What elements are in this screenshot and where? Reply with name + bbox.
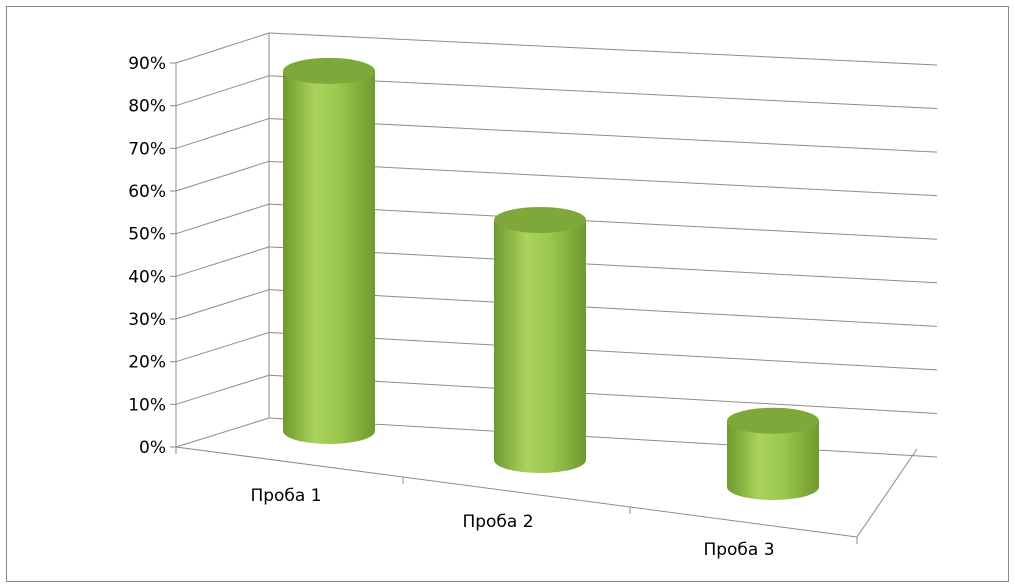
y-tick-label: 70% [128,139,166,159]
tick-layer: 0% 10% 20% 30% 40% 50% 60% 70% 80% 90% [128,54,166,458]
chart-frame: 0% 10% 20% 30% 40% 50% 60% 70% 80% 90% Проба 1 Про… [6,6,1009,582]
y-tick-label: 0% [139,438,166,458]
axis-layer [170,33,918,544]
gridline-back [268,374,938,414]
bar-body [727,420,819,500]
bar-2 [494,206,586,473]
y-tick-label: 40% [128,267,166,287]
floor-right-edge [856,448,918,538]
x-category-label: Проба 2 [462,512,533,532]
gridline-side [175,246,270,277]
chart-svg: 0%10%20%30%40%50%60%70%80%90% Проба 1Про… [128,32,938,560]
y-tick-label: 80% [128,97,166,117]
y-tick-label: 20% [128,353,166,373]
gridline-side [175,118,270,149]
gridline-side [175,203,270,235]
x-axis-front [175,446,858,538]
bar-body [494,219,586,473]
gridline-back [268,160,938,197]
bar-3 [727,407,819,500]
gridline-side [175,160,270,192]
gridline-back [268,118,938,153]
y-tick-label: 90% [128,54,166,74]
cat-layer: Проба 1 Проба 2 Проба 3 [250,486,774,560]
gridline-side [175,331,270,363]
y-tick-label: 30% [128,310,166,330]
bar-1 [283,57,375,444]
y-tick-label: 50% [128,225,166,245]
y-tick-label: 10% [128,395,166,415]
x-category-label: Проба 1 [250,486,321,506]
gridline-back [268,289,938,327]
gridline-back [268,32,938,66]
gridline-back [268,75,938,110]
gridline-back [268,331,938,371]
grid-layer [175,32,938,458]
bar-body [283,70,375,444]
gridline-side [175,32,270,64]
gridline-side [175,75,270,107]
y-tick-label: 60% [128,182,166,202]
gridline-side [175,289,270,320]
gridline-side [175,417,270,448]
bar-top [494,206,586,233]
bar-top [283,57,375,84]
x-category-label: Проба 3 [703,540,774,560]
gridline-back [268,246,938,284]
bar-top [727,407,819,434]
gridline-back [268,203,938,240]
bar-layer [283,57,819,500]
gridline-back [268,417,938,458]
gridline-side [175,374,270,405]
